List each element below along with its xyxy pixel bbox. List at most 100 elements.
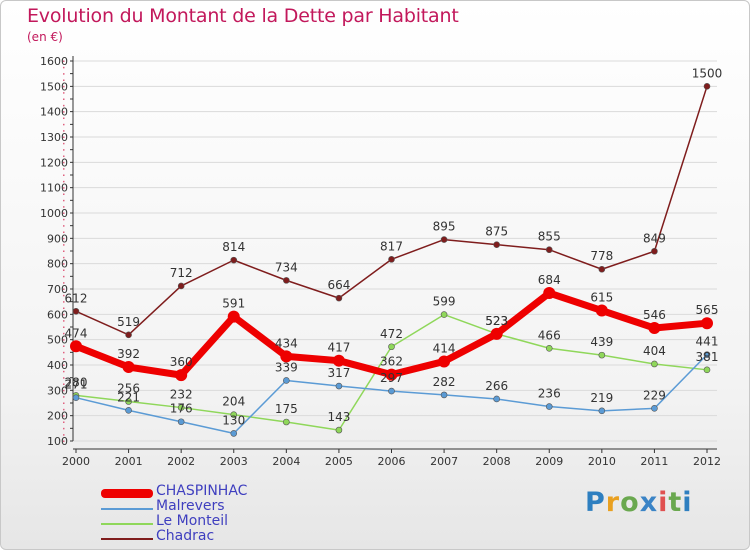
y-tick-label: 600 xyxy=(47,308,68,321)
data-point xyxy=(703,366,711,374)
y-minor-mark xyxy=(63,313,65,316)
y-minor-mark xyxy=(63,250,65,252)
data-point xyxy=(595,304,608,317)
data-label: 256 xyxy=(117,381,140,395)
data-label: 523 xyxy=(485,314,508,328)
x-tick-label: 2000 xyxy=(62,455,90,468)
y-minor-mark xyxy=(63,161,65,164)
y-minor-mark xyxy=(63,307,65,309)
data-label: 817 xyxy=(380,239,403,253)
data-label: 599 xyxy=(433,295,456,309)
y-minor-mark xyxy=(63,79,65,81)
data-point xyxy=(545,403,553,410)
data-point xyxy=(438,355,451,368)
data-point xyxy=(230,430,238,437)
logo-letter: r xyxy=(605,487,621,518)
data-point xyxy=(227,310,240,323)
data-label: 546 xyxy=(643,308,666,322)
data-label: 175 xyxy=(275,402,298,416)
data-point xyxy=(70,340,82,353)
data-label: 519 xyxy=(117,315,140,329)
data-point xyxy=(72,307,80,315)
proxiti-logo: Proxiti xyxy=(585,487,693,518)
data-point xyxy=(335,426,343,434)
data-label: 266 xyxy=(485,379,508,393)
y-minor-mark xyxy=(63,396,65,398)
x-tick-label: 2005 xyxy=(325,455,353,468)
data-point xyxy=(283,418,290,426)
y-minor-mark xyxy=(63,123,65,126)
y-minor-mark xyxy=(63,364,65,366)
data-label: 1500 xyxy=(692,66,723,80)
data-point xyxy=(283,377,290,384)
data-point xyxy=(701,317,713,330)
data-point xyxy=(177,282,185,290)
logo-letter: t xyxy=(668,487,683,518)
data-label: 591 xyxy=(222,297,245,311)
data-label: 221 xyxy=(117,390,140,404)
y-minor-mark xyxy=(63,193,65,195)
logo-letter: i xyxy=(682,487,693,518)
data-label: 392 xyxy=(117,347,140,361)
y-minor-mark xyxy=(63,92,65,94)
y-tick-label: 300 xyxy=(47,384,68,397)
y-tick-label: 1000 xyxy=(40,207,68,220)
data-point xyxy=(651,360,658,368)
y-minor-mark xyxy=(63,326,65,328)
legend-label: Malrevers xyxy=(156,498,225,514)
data-label: 875 xyxy=(485,225,508,239)
data-point xyxy=(72,394,80,401)
data-label: 778 xyxy=(590,249,613,263)
data-label: 339 xyxy=(275,360,298,374)
data-label: 565 xyxy=(696,303,719,317)
data-label: 612 xyxy=(65,291,88,305)
data-label: 271 xyxy=(65,378,88,392)
y-minor-mark xyxy=(63,111,65,113)
data-point xyxy=(598,265,606,273)
y-tick-label: 1500 xyxy=(40,80,68,93)
data-point xyxy=(385,368,398,381)
data-label: 849 xyxy=(643,231,666,245)
data-label: 439 xyxy=(590,335,613,349)
data-point xyxy=(125,398,132,405)
y-minor-mark xyxy=(63,351,65,354)
y-minor-mark xyxy=(63,263,65,265)
x-tick-label: 2011 xyxy=(640,455,668,468)
y-tick-label: 900 xyxy=(47,232,68,245)
data-label: 381 xyxy=(696,350,719,364)
data-point xyxy=(335,382,343,390)
y-minor-mark xyxy=(63,275,65,278)
y-minor-mark xyxy=(63,98,65,100)
data-label: 229 xyxy=(643,388,666,402)
data-label: 360 xyxy=(170,355,193,369)
data-point xyxy=(125,407,132,414)
logo-letter: i xyxy=(658,487,669,518)
data-point xyxy=(545,246,553,254)
data-label: 282 xyxy=(433,375,456,389)
data-point xyxy=(335,294,343,302)
y-minor-mark xyxy=(63,370,65,373)
data-label: 895 xyxy=(433,220,456,234)
y-tick-label: 1100 xyxy=(40,182,68,195)
data-point xyxy=(493,241,500,248)
data-point xyxy=(283,277,290,284)
x-tick-label: 2001 xyxy=(115,455,143,468)
y-minor-mark xyxy=(63,434,65,436)
y-minor-mark xyxy=(63,408,65,411)
legend-label: CHASPINHAC xyxy=(156,483,248,499)
data-label: 414 xyxy=(433,341,456,355)
logo-letter: x xyxy=(639,487,659,518)
data-label: 204 xyxy=(222,395,245,409)
data-label: 814 xyxy=(222,240,245,254)
y-minor-mark xyxy=(63,174,65,176)
y-minor-mark xyxy=(63,320,65,322)
y-minor-mark xyxy=(63,199,65,202)
data-label: 130 xyxy=(222,413,245,427)
data-label: 684 xyxy=(538,273,561,287)
y-tick-label: 1200 xyxy=(40,156,68,169)
x-tick-label: 2004 xyxy=(272,455,300,468)
data-point xyxy=(175,369,188,382)
y-minor-mark xyxy=(63,294,65,297)
y-minor-mark xyxy=(63,168,65,170)
